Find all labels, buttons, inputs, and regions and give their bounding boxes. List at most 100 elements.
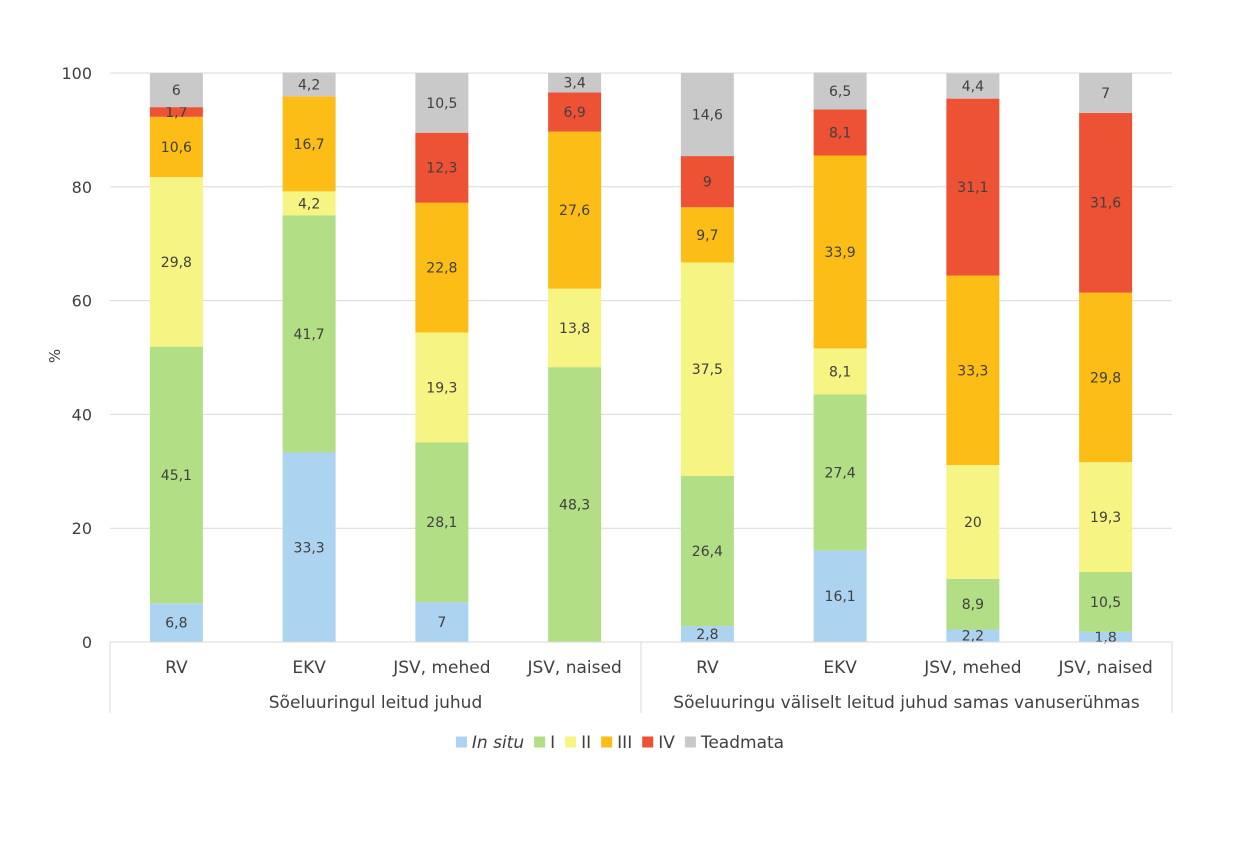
x-tick-label: JSV, mehed	[923, 658, 1021, 678]
x-tick-label: JSV, naised	[526, 658, 621, 678]
legend-label: I	[550, 733, 555, 753]
bar-segment	[149, 73, 203, 108]
bar-segment	[946, 578, 1000, 630]
bar-segment	[149, 177, 203, 347]
legend-label: IV	[658, 733, 675, 753]
legend-item: Teadmata	[684, 733, 784, 753]
x-tick-label: RV	[696, 658, 719, 678]
data-label: 19,3	[1090, 510, 1121, 526]
data-label: 10,5	[426, 96, 457, 112]
bar-segment	[282, 96, 336, 192]
bar-segment	[946, 73, 1000, 99]
bar-segment	[149, 116, 203, 178]
bar-segment	[415, 602, 469, 642]
bar-segment	[415, 442, 469, 603]
bar-segment	[548, 131, 602, 289]
data-label: 4,2	[298, 77, 320, 93]
data-label: 20	[964, 515, 982, 531]
y-axis-label: %	[46, 349, 64, 363]
bar-segment	[1079, 572, 1133, 632]
bar-segment	[282, 452, 336, 642]
legend-swatch	[534, 736, 546, 748]
bar-segment	[813, 394, 867, 551]
legend-swatch	[642, 736, 654, 748]
bar-segment	[680, 262, 734, 476]
data-label: 14,6	[692, 108, 723, 124]
bar-segment	[680, 156, 734, 208]
data-label: 1,7	[165, 105, 187, 121]
legend-item: I	[534, 733, 555, 753]
data-label: 13,8	[559, 321, 590, 337]
bar-segment	[946, 98, 1000, 276]
bar-segment	[813, 72, 867, 110]
x-tick-label: EKV	[823, 658, 857, 678]
bar-segment	[1079, 462, 1133, 573]
data-label: 31,6	[1090, 196, 1121, 212]
data-label: 29,8	[161, 255, 192, 271]
data-label: 33,3	[957, 363, 988, 379]
bar-segment	[1079, 112, 1133, 293]
data-label: 8,1	[829, 125, 851, 141]
bar-segment	[946, 465, 1000, 579]
legend-item: II	[565, 733, 591, 753]
bar-segment	[680, 475, 734, 627]
data-label: 6,9	[563, 105, 585, 121]
bar-segment	[946, 275, 1000, 466]
bar-segment	[946, 629, 1000, 642]
bar-segment	[282, 72, 336, 97]
data-label: 45,1	[161, 468, 192, 484]
x-tick-label: JSV, naised	[1057, 658, 1152, 678]
data-label: 3,4	[563, 76, 585, 92]
bar-segment	[813, 348, 867, 395]
bar-segment	[415, 73, 469, 133]
y-tick-label: 0	[82, 633, 92, 652]
x-group-label: Sõeluuringul leitud juhud	[269, 693, 482, 713]
bar-segment	[813, 155, 867, 349]
data-label: 6,8	[165, 616, 187, 632]
data-label: 1,8	[1094, 630, 1116, 646]
y-tick-label: 100	[61, 64, 92, 83]
data-label: 41,7	[294, 327, 325, 343]
bar-segment	[282, 215, 336, 453]
data-label: 4,2	[298, 196, 320, 212]
data-label: 8,1	[829, 364, 851, 380]
data-label: 26,4	[692, 544, 723, 560]
data-label: 29,8	[1090, 370, 1121, 386]
legend-swatch	[455, 736, 467, 748]
data-label: 9,7	[696, 228, 718, 244]
legend-label: II	[581, 733, 591, 753]
bar-segment	[680, 207, 734, 263]
data-label: 10,6	[161, 140, 192, 156]
data-label: 37,5	[692, 362, 723, 378]
data-label: 48,3	[559, 498, 590, 514]
legend-swatch	[565, 736, 577, 748]
bar-segment	[149, 107, 203, 117]
data-label: 9	[703, 175, 712, 191]
bar-segment	[149, 346, 203, 604]
bar-segment	[548, 288, 602, 368]
y-tick-label: 60	[72, 292, 92, 311]
bar-segment	[813, 550, 867, 642]
legend-label: In situ	[472, 733, 524, 753]
data-label: 19,3	[426, 380, 457, 396]
bar-segment	[680, 73, 734, 157]
x-tick-label: RV	[165, 658, 188, 678]
bar-segment	[415, 332, 469, 443]
bar-segment	[1079, 73, 1133, 113]
x-group-label: Sõeluuringu väliselt leitud juhud samas …	[673, 693, 1140, 713]
data-label: 33,3	[294, 540, 325, 556]
data-label: 12,3	[426, 161, 457, 177]
y-tick-label: 80	[72, 178, 92, 197]
bar-segment	[680, 626, 734, 642]
data-label: 4,4	[962, 79, 984, 95]
legend-swatch	[601, 736, 613, 748]
legend-item: IV	[642, 733, 675, 753]
data-label: 8,9	[962, 597, 984, 613]
bar-segment	[415, 202, 469, 333]
y-tick-label: 20	[72, 519, 92, 538]
bar-segment	[282, 191, 336, 216]
legend-item: III	[601, 733, 632, 753]
legend-swatch	[684, 736, 696, 748]
